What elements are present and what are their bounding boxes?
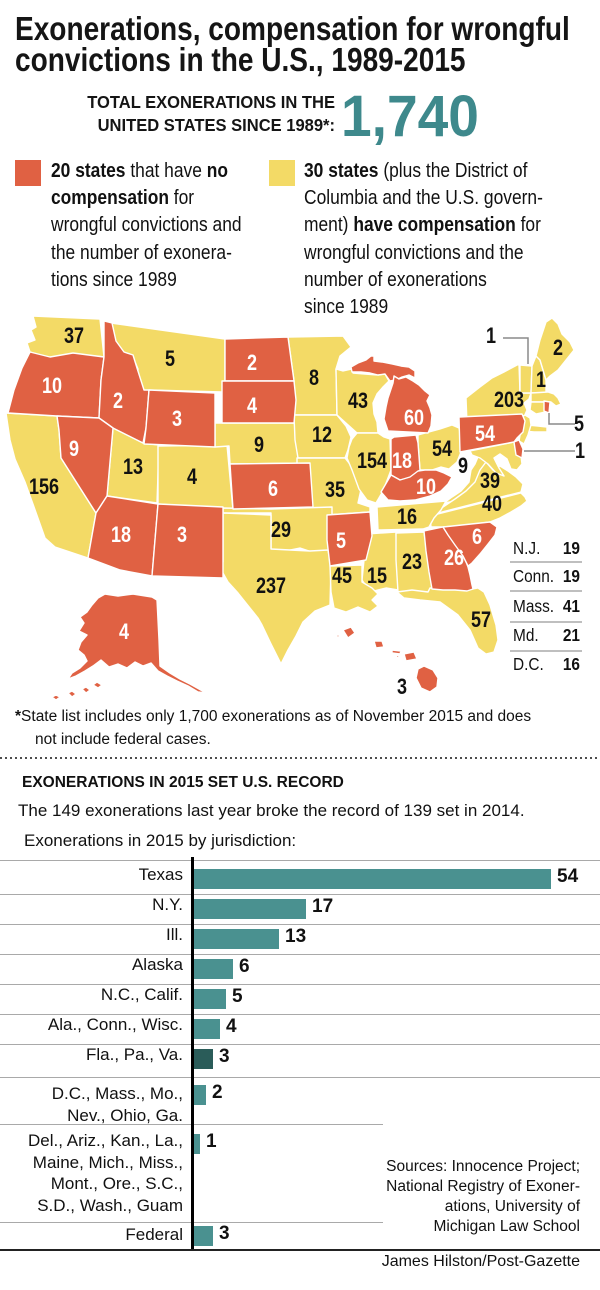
- svg-text:237: 237: [256, 574, 286, 598]
- svg-text:9: 9: [69, 437, 79, 461]
- svg-text:5: 5: [336, 529, 346, 553]
- svg-text:9: 9: [254, 433, 264, 457]
- svg-text:54: 54: [475, 422, 496, 446]
- svg-text:1: 1: [536, 368, 546, 392]
- svg-text:19: 19: [563, 567, 580, 586]
- svg-text:Mass.: Mass.: [513, 597, 554, 616]
- svg-text:6: 6: [472, 525, 482, 549]
- svg-text:29: 29: [271, 518, 291, 542]
- svg-text:Md.: Md.: [513, 626, 539, 645]
- svg-text:1: 1: [486, 324, 496, 348]
- svg-text:54: 54: [432, 437, 453, 461]
- svg-text:10: 10: [416, 475, 436, 499]
- svg-text:60: 60: [404, 406, 424, 430]
- svg-text:12: 12: [312, 423, 332, 447]
- svg-text:41: 41: [563, 597, 580, 616]
- svg-text:57: 57: [471, 608, 491, 632]
- svg-text:19: 19: [563, 539, 580, 558]
- svg-text:15: 15: [367, 564, 387, 588]
- svg-text:2: 2: [113, 389, 123, 413]
- svg-text:3: 3: [177, 523, 187, 547]
- svg-text:10: 10: [42, 374, 62, 398]
- svg-text:16: 16: [563, 655, 580, 674]
- svg-text:4: 4: [187, 465, 198, 489]
- svg-text:4: 4: [119, 620, 130, 644]
- svg-text:37: 37: [64, 324, 84, 348]
- svg-text:21: 21: [563, 626, 580, 645]
- svg-text:4: 4: [247, 394, 258, 418]
- svg-text:1: 1: [575, 439, 585, 463]
- svg-text:18: 18: [111, 523, 131, 547]
- svg-text:9: 9: [458, 454, 468, 478]
- svg-text:26: 26: [444, 546, 464, 570]
- svg-text:45: 45: [332, 564, 352, 588]
- svg-text:Conn.: Conn.: [513, 567, 554, 586]
- svg-text:18: 18: [392, 449, 412, 473]
- svg-text:40: 40: [482, 492, 502, 516]
- svg-text:23: 23: [402, 550, 422, 574]
- svg-text:5: 5: [165, 347, 175, 371]
- svg-text:3: 3: [397, 675, 407, 699]
- svg-text:154: 154: [357, 449, 388, 473]
- svg-text:39: 39: [480, 469, 500, 493]
- svg-text:5: 5: [574, 412, 584, 436]
- svg-text:D.C.: D.C.: [513, 655, 544, 674]
- svg-text:2: 2: [247, 351, 257, 375]
- svg-text:43: 43: [348, 389, 368, 413]
- svg-text:2: 2: [553, 336, 563, 360]
- svg-text:35: 35: [325, 478, 345, 502]
- svg-text:13: 13: [123, 455, 143, 479]
- svg-text:N.J.: N.J.: [513, 539, 540, 558]
- svg-text:3: 3: [172, 407, 182, 431]
- svg-text:203: 203: [494, 388, 524, 412]
- svg-text:6: 6: [268, 477, 278, 501]
- svg-text:8: 8: [309, 366, 319, 390]
- svg-text:16: 16: [397, 505, 417, 529]
- svg-text:156: 156: [29, 475, 59, 499]
